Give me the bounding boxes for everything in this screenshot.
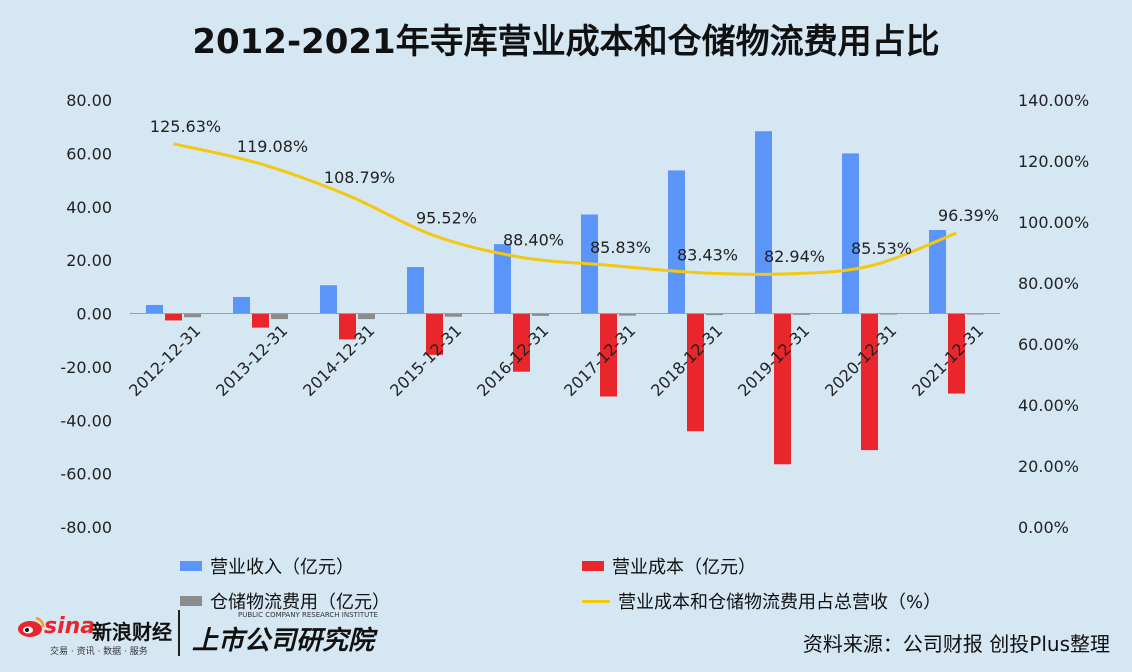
left-tick-label: 60.00 — [66, 144, 112, 163]
legend-label: 仓储物流费用（亿元） — [210, 592, 390, 613]
ratio-data-label: 125.63% — [150, 117, 221, 136]
legend-label: 营业成本（亿元） — [612, 557, 756, 578]
logistics-bar — [619, 313, 636, 316]
cost-bar — [339, 313, 356, 340]
x-tick-label: 2013-12-31 — [212, 321, 291, 400]
legend-label: 营业成本和仓储物流费用占总营收（%） — [618, 592, 942, 613]
right-tick-label: 20.00% — [1018, 457, 1079, 476]
ratio-data-labels: 125.63% 119.08% 108.79% 95.52% 88.40% 85.83% 8… — [150, 117, 999, 266]
page-title: 2012-2021年寺库营业成本和仓储物流费用占比 — [192, 22, 940, 62]
legend-item: 营业成本（亿元） — [582, 553, 756, 579]
x-tick-label: 2018-12-31 — [647, 321, 726, 400]
legend-item: 营业收入（亿元） — [180, 553, 354, 579]
right-tick-label: 140.00% — [1018, 91, 1089, 110]
x-tick-label: 2017-12-31 — [560, 321, 639, 400]
ratio-line — [173, 142, 958, 276]
right-axis-ticks: 140.00% 120.00% 100.00% 80.00% 60.00% 40.00% 2… — [1018, 91, 1089, 537]
x-axis-labels: 2012-12-31 2013-12-31 2014-12-31 2015-12-31… — [125, 321, 987, 400]
revenue-bar — [668, 170, 685, 314]
legend-swatch — [582, 599, 610, 603]
cost-bar — [165, 313, 182, 321]
brand-divider — [178, 610, 180, 656]
cost-bar — [948, 313, 965, 394]
x-tick-label: 2019-12-31 — [734, 321, 813, 400]
right-tick-label: 120.00% — [1018, 152, 1089, 171]
research-tagline: PUBLIC COMPANY RESEARCH INSTITUTE — [238, 611, 378, 619]
legend-swatch — [582, 561, 604, 571]
left-tick-label: -40.00 — [60, 411, 112, 430]
right-tick-label: 0.00% — [1018, 518, 1069, 537]
revenue-bar — [842, 153, 859, 314]
sina-name: 新浪财经 — [92, 620, 172, 644]
cost-bar — [774, 313, 791, 465]
ratio-data-label: 88.40% — [503, 230, 564, 249]
logistics-bar — [184, 313, 201, 318]
sina-eye-icon — [18, 616, 45, 637]
revenue-bar — [146, 304, 163, 314]
logistics-bar — [793, 313, 810, 315]
right-tick-label: 80.00% — [1018, 274, 1079, 293]
revenue-bar — [233, 296, 250, 314]
ratio-data-label: 85.83% — [590, 238, 651, 257]
left-tick-label: 40.00 — [66, 198, 112, 217]
ratio-data-label: 108.79% — [324, 168, 395, 187]
left-tick-label: -20.00 — [60, 358, 112, 377]
left-tick-label: 20.00 — [66, 251, 112, 270]
cost-bar — [426, 313, 443, 355]
cost-bar — [600, 313, 617, 397]
legend-swatch — [180, 596, 202, 606]
x-tick-label: 2014-12-31 — [299, 321, 378, 400]
cost-bar — [513, 313, 530, 372]
ratio-data-label: 95.52% — [416, 209, 477, 228]
sina-tagline: 交易 · 资讯 · 数据 · 服务 — [50, 647, 148, 657]
left-tick-label: 0.00 — [76, 305, 112, 324]
sina-logo-text: sina — [44, 614, 96, 639]
legend-item: 仓储物流费用（亿元） — [180, 588, 390, 614]
revenue-bar — [407, 267, 424, 314]
ratio-data-label: 85.53% — [851, 239, 912, 258]
x-tick-label: 2015-12-31 — [386, 321, 465, 400]
revenue-bar — [929, 229, 946, 314]
ratio-data-label: 82.94% — [764, 247, 825, 266]
research-brand: PUBLIC COMPANY RESEARCH INSTITUTE 上市公司研究… — [178, 608, 408, 664]
legend-swatch — [180, 561, 202, 571]
logistics-bar — [271, 313, 288, 320]
logistics-bar — [880, 313, 897, 315]
ratio-data-label: 119.08% — [237, 137, 308, 156]
research-name: 上市公司研究院 — [192, 626, 375, 656]
right-tick-label: 60.00% — [1018, 335, 1079, 354]
cost-bar — [687, 313, 704, 432]
left-tick-label: -80.00 — [60, 518, 112, 537]
x-tick-label: 2012-12-31 — [125, 321, 204, 400]
logistics-bar — [445, 313, 462, 317]
x-tick-label: 2016-12-31 — [473, 321, 552, 400]
legend-item: 营业成本和仓储物流费用占总营收（%） — [582, 588, 941, 614]
revenue-bar — [494, 244, 511, 314]
left-axis-ticks: 80.00 60.00 40.00 20.00 0.00 -20.00 -40.00 -60.… — [60, 91, 112, 537]
right-tick-label: 100.00% — [1018, 213, 1089, 232]
sina-brand: sina 新浪财经 交易 · 资讯 · 数据 · 服务 — [14, 612, 174, 660]
x-tick-label: 2021-12-31 — [908, 321, 987, 400]
revenue-bar — [755, 131, 772, 314]
ratio-data-label: 96.39% — [938, 206, 999, 225]
logistics-bar — [358, 313, 375, 320]
cost-bar — [861, 313, 878, 451]
x-tick-label: 2020-12-31 — [821, 321, 900, 400]
source-note: 资料来源：公司财报 创投Plus整理 — [802, 632, 1110, 656]
bar-series — [146, 131, 984, 465]
logistics-bar — [706, 313, 723, 316]
logistics-bar — [532, 313, 549, 316]
left-tick-label: -60.00 — [60, 465, 112, 484]
cost-bar — [252, 313, 269, 328]
ratio-data-label: 83.43% — [677, 246, 738, 265]
revenue-bar — [320, 285, 337, 314]
left-tick-label: 80.00 — [66, 91, 112, 110]
legend-label: 营业收入（亿元） — [210, 557, 354, 578]
right-tick-label: 40.00% — [1018, 396, 1079, 415]
